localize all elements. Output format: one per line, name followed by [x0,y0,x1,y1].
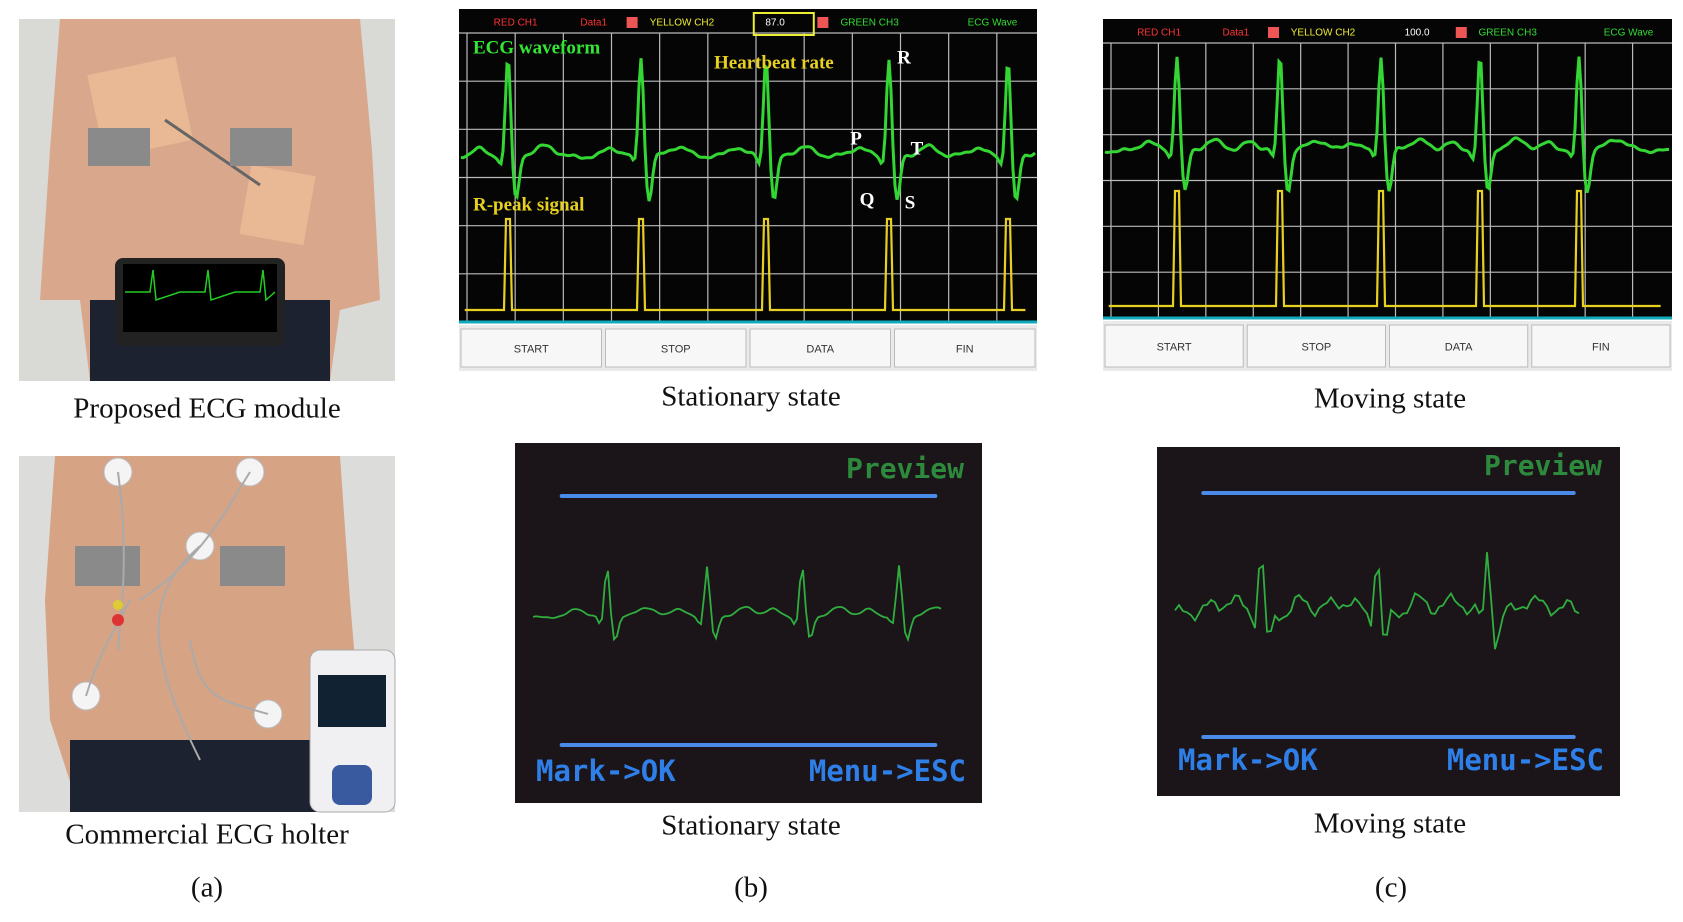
header-item: GREEN CH3 [1479,28,1538,39]
phone-screenshot: RED CH1 Data1 YELLOW CH2 100.0 GREEN CH3 ECG … [1103,19,1672,371]
header-item: ECG Wave [1604,28,1654,39]
button [1531,324,1671,368]
pants [70,740,330,812]
preview-title: Preview [846,452,964,485]
preview-title: Preview [1484,449,1602,482]
phone-screenshot: RED CH1 Data1 YELLOW CH2 87.0 GREEN CH3 ECG W… [459,9,1037,371]
header-item: Data1 [1222,28,1249,39]
censor [75,546,140,586]
button-label: STOP [661,343,691,355]
ecg-trace [1174,552,1580,650]
button-label: STOP [1301,341,1331,353]
button [460,328,602,368]
key-hint: Mark->OK [1178,743,1318,777]
caption: Moving state [1314,808,1466,840]
annotation: P [850,128,862,149]
button [605,328,747,368]
mini-ecg [125,269,276,302]
checkbox [626,17,638,28]
annotation: T [911,138,924,159]
button-label: START [514,343,549,355]
leads [85,471,269,761]
caption: Proposed ECG module [73,393,340,425]
button [749,328,891,368]
button-label: START [1157,341,1192,353]
annotation: ECG waveform [473,37,600,58]
header-item: YELLOW CH2 [650,18,715,29]
holter-screen: Preview Mark->OK Menu->ESC [515,443,982,803]
holter-keys [332,765,372,805]
ecg-waveform [1104,56,1670,194]
censor [230,128,292,166]
checkbox [1455,27,1467,38]
panel-label: (c) [1375,872,1407,904]
button [1389,324,1529,368]
censor [220,546,285,586]
ecg-waveform [460,58,1037,202]
holter-screen [318,675,386,727]
censor [88,128,150,166]
caption: Stationary state [661,810,841,842]
button-label: DATA [806,343,834,355]
holter-screen: Preview Mark->OK Menu->ESC [1157,447,1620,796]
caption: Moving state [1314,383,1466,415]
photo-module [19,19,395,381]
header-item: RED CH1 [494,18,538,29]
photo-holter [19,456,396,813]
button-label: FIN [1592,341,1610,353]
panel-label: (a) [191,872,223,904]
annotation: R-peak signal [473,194,584,215]
annotation: S [905,192,916,213]
annotation: Q [860,189,875,210]
checkbox [817,17,829,28]
phone-screen [123,264,277,332]
ecg-trace [532,565,942,643]
button [1246,324,1386,368]
checkbox [1268,27,1280,38]
button-label: FIN [956,343,974,355]
caption: Commercial ECG holter [65,819,349,851]
header-item: 100.0 [1405,28,1430,39]
screen-bg [459,9,1037,322]
r-peak-signal [1108,189,1661,308]
header-item: RED CH1 [1137,28,1181,39]
button [1104,324,1244,368]
key-hint: Mark->OK [536,754,676,788]
header-item: YELLOW CH2 [1291,28,1356,39]
button [894,328,1036,368]
rate-box [752,12,815,36]
header-item: Data1 [580,18,607,29]
key-hint: Menu->ESC [809,754,966,788]
lead-clip [112,614,124,626]
header-item: GREEN CH3 [840,18,899,29]
button-label: DATA [1445,341,1473,353]
annotation: Heartbeat rate [714,52,834,73]
r-peak-signal [464,217,1026,312]
header-item: ECG Wave [968,18,1018,29]
lead-clip [113,600,123,610]
header-item: 87.0 [765,18,785,29]
key-hint: Menu->ESC [1447,743,1604,777]
annotation: R [897,47,911,68]
panel-label: (b) [734,872,768,904]
wire [164,118,261,187]
caption: Stationary state [661,381,841,413]
